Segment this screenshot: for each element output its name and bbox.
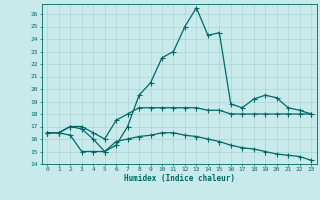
X-axis label: Humidex (Indice chaleur): Humidex (Indice chaleur) bbox=[124, 174, 235, 183]
